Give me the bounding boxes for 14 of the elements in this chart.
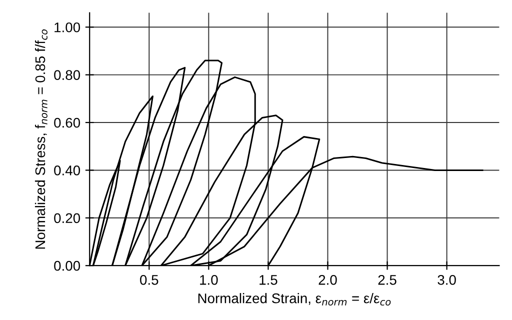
y-tick-label: 0.40 xyxy=(54,166,80,176)
y-tick-label: 0.60 xyxy=(54,118,80,128)
y-tick-label: 0.20 xyxy=(54,213,80,224)
x-tick-label: 3.0 xyxy=(438,274,456,285)
x-tick-label: 0.5 xyxy=(140,274,158,285)
y-tick-label: 0.00 xyxy=(54,260,80,271)
y-axis-title: Normalized Stress, f$_{norm}$ = 0.85 f/f$_{co}$ xyxy=(34,29,48,249)
x-tick-label: 1.0 xyxy=(200,274,218,285)
x-axis-title: Normalized Strain, ε$_{norm}$ = ε/ε$_{co}$ xyxy=(198,293,391,306)
x-tick-label: 1.5 xyxy=(260,275,278,285)
y-tick-label: 1.00 xyxy=(54,22,80,32)
x-tick-label: 2.5 xyxy=(378,274,396,285)
y-tick-label: 0.80 xyxy=(54,70,80,80)
x-tick-label: 2.0 xyxy=(318,274,337,285)
